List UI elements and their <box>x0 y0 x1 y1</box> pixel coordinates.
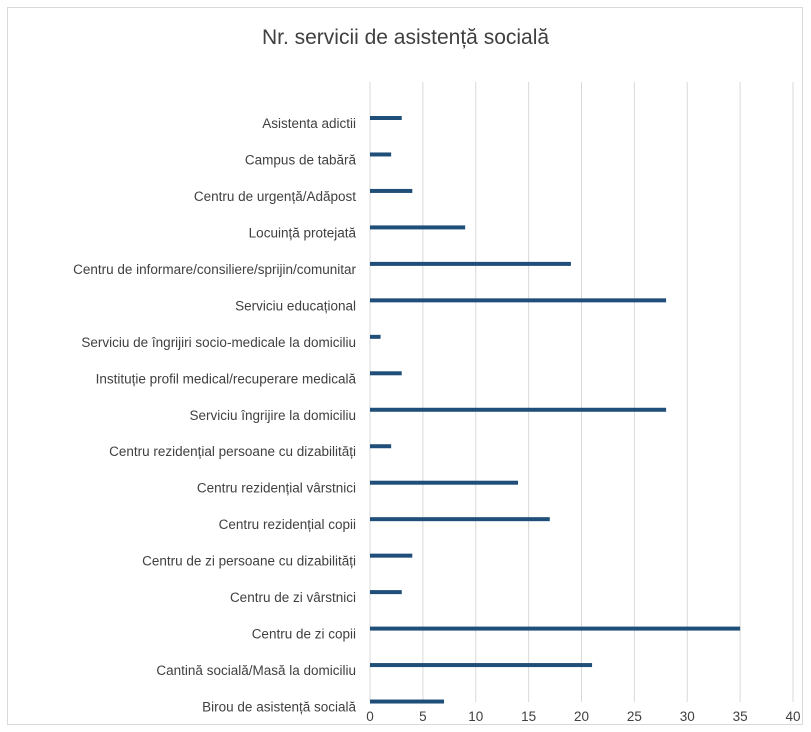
bar <box>370 480 519 485</box>
category-labels: Asistenta adictii Campus de tabără Centru … <box>73 116 356 715</box>
category-label: Instituție profil medical/recuperare med… <box>96 371 357 386</box>
bar <box>370 188 413 193</box>
category-label: Centru rezidențial copii <box>219 517 356 532</box>
category-label: Centru rezidențial vârstnici <box>197 481 356 496</box>
category-label: Locuință protejată <box>249 225 357 240</box>
category-label: Centru rezidențial persoane cu dizabilit… <box>109 444 356 459</box>
bar <box>370 371 402 376</box>
category-label: Serviciu educațional <box>235 298 356 313</box>
chart-title: Nr. servicii de asistență socială <box>261 26 550 49</box>
bar <box>370 517 550 522</box>
x-tick-label: 25 <box>627 709 642 724</box>
tick-labels: 0 5 10 15 20 25 30 35 40 <box>366 709 800 724</box>
category-label: Birou de asistență socială <box>202 700 356 715</box>
x-tick-label: 35 <box>733 709 748 724</box>
bar <box>370 590 402 595</box>
category-label: Campus de tabără <box>245 152 357 167</box>
bar <box>370 663 593 668</box>
gridlines <box>369 82 794 702</box>
category-label: Asistenta adictii <box>262 116 356 131</box>
x-tick-label: 5 <box>419 709 427 724</box>
bar <box>370 298 667 303</box>
bar <box>370 225 466 230</box>
bar <box>370 626 741 631</box>
bar <box>370 407 667 412</box>
bar <box>370 116 402 120</box>
x-tick-label: 10 <box>468 709 483 724</box>
category-label: Serviciu de îngrijiri socio-medicale la … <box>81 335 356 350</box>
bar <box>370 261 571 266</box>
bar <box>370 152 392 157</box>
x-tick-label: 30 <box>680 709 695 724</box>
category-label: Centru de zi vârstnici <box>230 590 356 605</box>
bars <box>370 116 741 704</box>
bar <box>370 699 445 704</box>
category-label: Centru de zi persoane cu dizabilități <box>142 554 356 569</box>
chart-area <box>7 7 803 725</box>
category-label: Centru de zi copii <box>252 627 356 642</box>
category-label: Cantină socială/Masă la domiciliu <box>156 663 356 678</box>
category-label: Centru de urgență/Adăpost <box>194 189 356 204</box>
bar <box>370 444 392 449</box>
x-tick-label: 20 <box>574 709 589 724</box>
x-tick-label: 40 <box>785 709 800 724</box>
bar <box>370 553 413 558</box>
category-label: Centru de informare/consiliere/sprijin/c… <box>73 262 356 277</box>
x-tick-label: 0 <box>366 709 374 724</box>
category-label: Serviciu îngrijire la domiciliu <box>189 408 356 423</box>
bar <box>370 334 381 339</box>
x-tick-label: 15 <box>521 709 536 724</box>
